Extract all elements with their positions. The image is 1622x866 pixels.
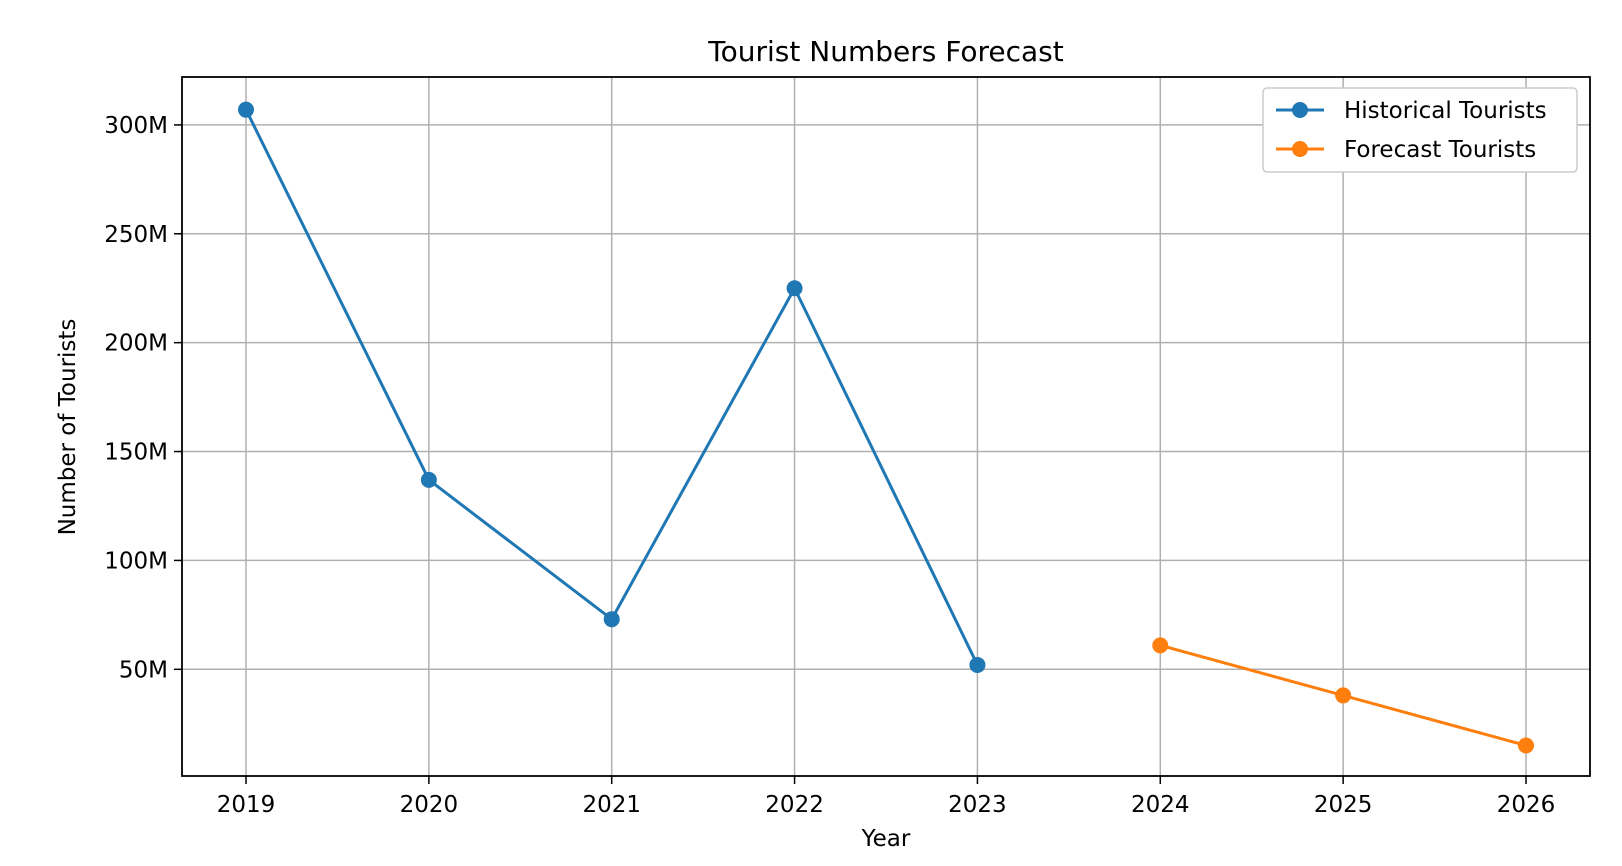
y-tick-label: 300M [104, 113, 168, 139]
legend-historical-label: Historical Tourists [1344, 98, 1547, 124]
axes-layer: 2019 2020 2021 2022 2023 2024 2025 2026 50M 100M 1… [104, 76, 1591, 818]
series-layer [238, 101, 1534, 754]
x-tick-label: 2021 [582, 792, 641, 818]
y-tick-label: 250M [104, 222, 168, 248]
x-tick-label: 2022 [765, 792, 824, 818]
legend-historical-marker [1292, 102, 1308, 118]
y-tick-label: 50M [119, 657, 168, 683]
y-tick-label: 200M [104, 331, 168, 357]
data-point-0-4 [969, 656, 986, 673]
y-axis-label: Number of Tourists [55, 319, 81, 536]
chart-title: Tourist Numbers Forecast [707, 35, 1063, 68]
x-tick-label: 2023 [948, 792, 1007, 818]
legend-forecast-label: Forecast Tourists [1344, 137, 1536, 163]
x-tick-label: 2026 [1497, 792, 1556, 818]
x-tick-label: 2025 [1314, 792, 1373, 818]
y-tick-label: 150M [104, 440, 168, 466]
plot-frame [181, 76, 1591, 777]
legend-item-historical: Historical Tourists [1276, 98, 1547, 124]
x-axis-label: Year [861, 826, 911, 852]
data-point-1-2 [1518, 737, 1534, 754]
data-point-0-3 [786, 280, 803, 297]
legend-forecast-marker [1292, 141, 1308, 157]
legend-item-forecast: Forecast Tourists [1276, 137, 1536, 163]
legend-box [1262, 87, 1578, 173]
data-point-1-0 [1152, 637, 1169, 654]
x-tick-label: 2019 [217, 792, 276, 818]
x-tick-label: 2020 [400, 792, 459, 818]
legend: Historical Tourists Forecast Tourists [1262, 87, 1578, 173]
data-point-0-1 [420, 471, 437, 488]
data-point-0-0 [238, 101, 254, 118]
data-point-0-2 [603, 611, 620, 628]
x-tick-label: 2024 [1131, 792, 1190, 818]
y-tick-label: 100M [104, 548, 168, 574]
grid-lines [182, 77, 1590, 776]
data-point-1-1 [1335, 687, 1352, 704]
